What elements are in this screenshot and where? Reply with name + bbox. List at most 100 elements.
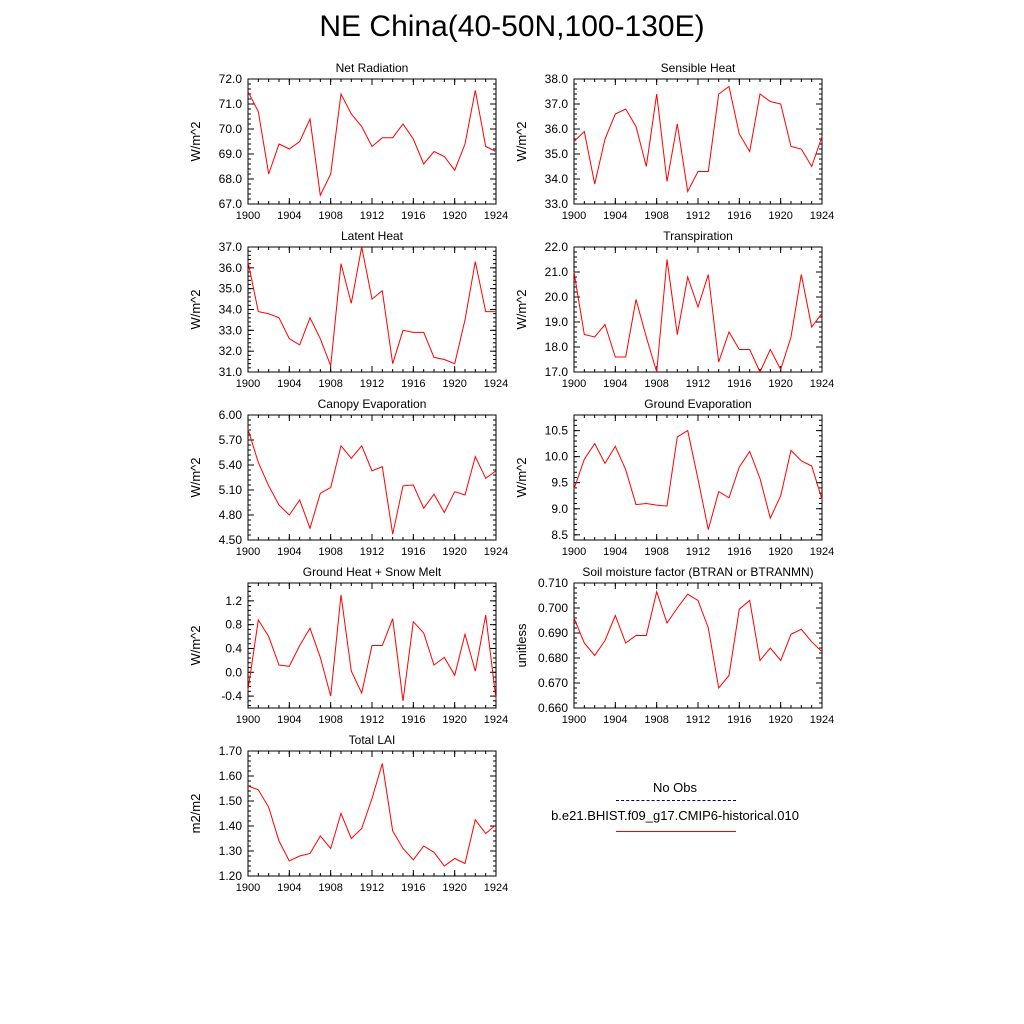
- x-tick-label: 1912: [360, 714, 384, 726]
- panel-title: Net Radiation: [336, 61, 409, 75]
- y-tick-label: 34.0: [545, 172, 569, 186]
- panel-title: Ground Heat + Snow Melt: [303, 565, 442, 579]
- plot-frame: [573, 246, 823, 373]
- y-tick-label: 72.0: [219, 72, 243, 86]
- y-axis-label: unitless: [514, 623, 529, 668]
- x-tick-label: 1916: [727, 546, 751, 558]
- y-tick-label: 1.30: [219, 844, 243, 858]
- y-tick-label: 33.0: [219, 323, 243, 337]
- series-line-1: [247, 594, 497, 701]
- y-tick-label: 5.10: [219, 483, 243, 497]
- y-tick-label: 34.0: [219, 303, 243, 317]
- x-tick-label: 1908: [644, 210, 668, 222]
- y-tick-label: 1.20: [219, 869, 243, 883]
- y-tick-label: 69.0: [219, 147, 243, 161]
- y-axis-label: W/m^2: [188, 457, 203, 497]
- legend-obs-label: No Obs: [652, 780, 698, 795]
- x-tick-label: 1900: [562, 714, 586, 726]
- y-tick-label: 33.0: [545, 197, 569, 211]
- x-tick-label: 1904: [277, 546, 301, 558]
- plot-frame: [247, 246, 497, 373]
- y-tick-label: 0.670: [538, 676, 568, 690]
- series-line-1: [247, 763, 497, 867]
- x-tick-label: 1924: [484, 714, 508, 726]
- x-tick-label: 1912: [360, 210, 384, 222]
- chart-panel-7: 1900 1904 1908 1912 1916 1920 1924 -0.4 0.0 0.4 0.…: [188, 565, 508, 726]
- x-tick-label: 1912: [686, 714, 710, 726]
- y-tick-label: 8.5: [551, 528, 568, 542]
- x-tick-label: 1912: [360, 378, 384, 390]
- y-tick-label: 0.0: [225, 665, 242, 679]
- chart-panel-3: 1900 1904 1908 1912 1916 1920 1924 31.0 32.0 33.0…: [188, 229, 508, 390]
- x-tick-label: 1920: [442, 378, 466, 390]
- x-tick-label: 1904: [277, 882, 301, 894]
- y-tick-label: 4.50: [219, 533, 243, 547]
- y-tick-label: 5.40: [219, 458, 243, 472]
- panel-title: Sensible Heat: [661, 61, 736, 75]
- y-axis-label: W/m^2: [188, 625, 203, 665]
- y-tick-label: 4.80: [219, 508, 243, 522]
- series-line-1: [573, 85, 823, 194]
- y-tick-label: 0.4: [225, 641, 242, 655]
- y-tick-label: 68.0: [219, 172, 243, 186]
- legend-model-label: b.e21.BHIST.f09_g17.CMIP6-historical.010: [551, 808, 799, 823]
- x-tick-label: 1920: [442, 210, 466, 222]
- y-tick-label: 0.660: [538, 701, 568, 715]
- y-tick-label: 37.0: [545, 97, 569, 111]
- chart-panel-6: 1900 1904 1908 1912 1916 1920 1924 8.5 9.0 9.5 10.…: [514, 397, 834, 558]
- x-tick-label: 1924: [484, 378, 508, 390]
- y-tick-label: 9.5: [551, 476, 568, 490]
- chart-panel-8: 1900 1904 1908 1912 1916 1920 1924 0.660 0.670 0.…: [514, 565, 834, 726]
- y-axis-label: W/m^2: [514, 121, 529, 161]
- y-tick-label: 0.8: [225, 618, 242, 632]
- series-line-1: [247, 246, 496, 366]
- chart-panel-1: 1900 1904 1908 1912 1916 1920 1924 67.0 68.0 69.0…: [188, 61, 508, 222]
- series-line-1: [247, 90, 497, 198]
- plot-frame: [573, 78, 823, 205]
- y-tick-label: 0.680: [538, 651, 568, 665]
- legend-obs-line: [616, 800, 736, 801]
- chart-panel-9: 1900 1904 1908 1912 1916 1920 1924 1.20 1.30 1.40…: [188, 733, 508, 894]
- y-axis-label: W/m^2: [188, 289, 203, 329]
- series-line-1: [573, 259, 823, 374]
- y-tick-label: 1.60: [219, 769, 243, 783]
- panel-title: Total LAI: [349, 733, 396, 747]
- x-tick-label: 1916: [727, 714, 751, 726]
- x-tick-label: 1904: [603, 378, 627, 390]
- x-tick-label: 1900: [236, 714, 260, 726]
- x-tick-label: 1920: [768, 378, 792, 390]
- x-tick-label: 1908: [644, 714, 668, 726]
- plot-frame: [247, 750, 497, 877]
- x-tick-label: 1912: [360, 882, 384, 894]
- y-tick-label: 0.690: [538, 626, 568, 640]
- y-tick-label: 36.0: [219, 261, 243, 275]
- panel-title: Latent Heat: [341, 229, 404, 243]
- y-tick-label: 36.0: [545, 122, 569, 136]
- y-tick-label: 9.0: [551, 502, 568, 516]
- x-tick-label: 1904: [277, 714, 301, 726]
- y-tick-label: 32.0: [219, 344, 243, 358]
- x-tick-label: 1920: [442, 882, 466, 894]
- x-tick-label: 1904: [603, 714, 627, 726]
- y-tick-label: 1.40: [219, 819, 243, 833]
- x-tick-label: 1916: [401, 714, 425, 726]
- chart-panel-4: 1900 1904 1908 1912 1916 1920 1924 17.0 18.0 19.0…: [514, 229, 834, 390]
- series-line-1: [247, 429, 497, 535]
- y-tick-label: 67.0: [219, 197, 243, 211]
- x-tick-label: 1912: [686, 210, 710, 222]
- y-axis-label: m2/m2: [188, 794, 203, 834]
- x-tick-label: 1900: [236, 882, 260, 894]
- x-tick-label: 1912: [686, 546, 710, 558]
- legend-model-line: [616, 831, 736, 832]
- page-title: NE China(40-50N,100-130E): [319, 10, 705, 43]
- series-line-1: [573, 589, 823, 690]
- y-tick-label: -0.4: [221, 689, 242, 703]
- x-tick-label: 1912: [686, 378, 710, 390]
- x-tick-label: 1924: [810, 714, 834, 726]
- y-tick-label: 10.0: [545, 450, 569, 464]
- x-tick-label: 1920: [768, 210, 792, 222]
- x-tick-label: 1904: [603, 210, 627, 222]
- x-tick-label: 1900: [236, 210, 260, 222]
- x-tick-label: 1900: [562, 210, 586, 222]
